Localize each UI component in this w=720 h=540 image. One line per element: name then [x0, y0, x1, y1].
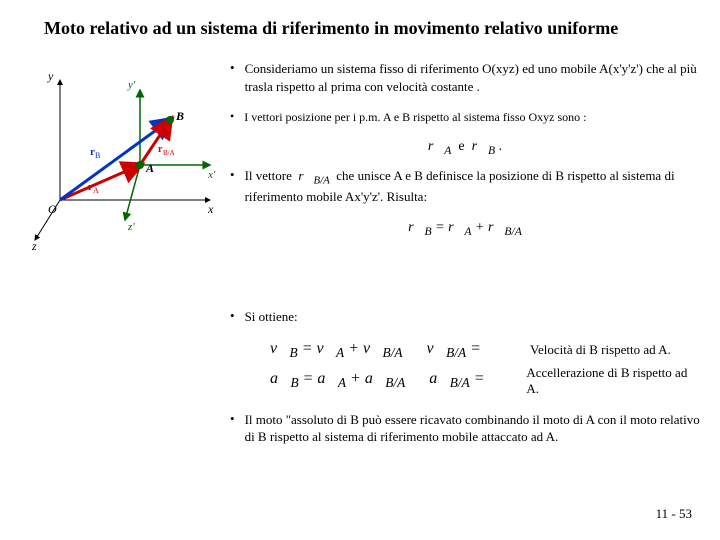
svg-text:B: B — [95, 151, 100, 160]
bullet-4-text: Si ottiene: — [245, 308, 700, 326]
svg-text:A: A — [93, 186, 99, 195]
bullet-2: • I vettori posizione per i p.m. A e B r… — [230, 109, 700, 125]
bullet-3-text: Il vettore r⃗B/A che unisce A e B defini… — [245, 167, 700, 206]
bullet-5-text: Il moto "assoluto di B può essere ricava… — [245, 411, 700, 446]
velocity-label: Velocità di B rispetto ad A. — [530, 342, 671, 358]
svg-text:z': z' — [127, 221, 135, 233]
page-title: Moto relativo ad un sistema di riferimen… — [44, 18, 618, 39]
bullet-3: • Il vettore r⃗B/A che unisce A e B defi… — [230, 167, 700, 206]
equation-acceleration: a⃗B = a⃗A + a⃗B/A a⃗B/A = — [270, 370, 526, 391]
bullet-dot-icon: • — [230, 308, 235, 326]
bullet-dot-icon: • — [230, 411, 235, 446]
bullet-1-text: Consideriamo un sistema fisso di riferim… — [245, 60, 700, 95]
svg-text:B/A: B/A — [163, 149, 175, 157]
bullet-5: • Il moto "assoluto di B può essere rica… — [230, 411, 700, 446]
bullet-dot-icon: • — [230, 60, 235, 95]
reference-frame-diagram: y x z O y' x' z' A B r A r B r B/A — [30, 70, 220, 250]
bullet-4: • Si ottiene: — [230, 308, 700, 326]
svg-text:A: A — [145, 161, 154, 175]
bullet-dot-icon: • — [230, 167, 235, 206]
svg-text:x': x' — [207, 169, 216, 181]
equation-velocity: v⃗B = v⃗A + v⃗B/A v⃗B/A = — [270, 340, 530, 361]
page-number: 11 - 53 — [656, 506, 692, 522]
equation-vectors-ab: r⃗A e r⃗B . — [230, 139, 700, 157]
bullet-2-text: I vettori posizione per i p.m. A e B ris… — [244, 109, 700, 125]
bullet-dot-icon: • — [230, 109, 234, 125]
svg-text:z: z — [31, 239, 37, 250]
svg-text:O: O — [48, 202, 57, 216]
svg-text:x: x — [207, 202, 214, 216]
acceleration-label: Accellerazione di B rispetto ad A. — [526, 365, 700, 397]
svg-text:y': y' — [127, 79, 136, 91]
svg-text:B: B — [175, 109, 184, 123]
svg-text:y: y — [47, 70, 54, 83]
equation-position: r⃗B = r⃗A + r⃗B/A — [230, 220, 700, 238]
equation-velocity-row: v⃗B = v⃗A + v⃗B/A v⃗B/A = Velocità di B … — [270, 340, 700, 361]
equation-acceleration-row: a⃗B = a⃗A + a⃗B/A a⃗B/A = Accellerazione… — [270, 365, 700, 397]
bullet-1: • Consideriamo un sistema fisso di rifer… — [230, 60, 700, 95]
